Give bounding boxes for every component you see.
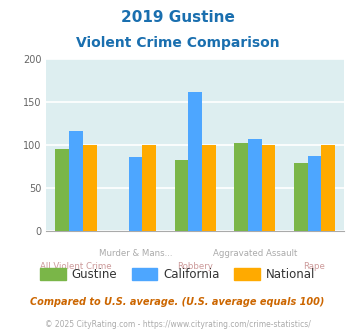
Bar [294, 163, 308, 231]
Bar [321, 145, 335, 231]
Text: Aggravated Assault: Aggravated Assault [213, 249, 297, 258]
Text: Violent Crime Comparison: Violent Crime Comparison [76, 36, 279, 50]
Bar [83, 145, 97, 231]
Bar [175, 160, 189, 231]
Text: Compared to U.S. average. (U.S. average equals 100): Compared to U.S. average. (U.S. average … [30, 297, 325, 307]
Text: 2019 Gustine: 2019 Gustine [121, 10, 234, 25]
Bar [248, 139, 262, 231]
Bar [234, 143, 248, 231]
Text: Rape: Rape [304, 262, 326, 271]
Text: Murder & Mans...: Murder & Mans... [99, 249, 173, 258]
Bar [55, 149, 69, 231]
Bar [308, 156, 321, 231]
Text: Robbery: Robbery [177, 262, 213, 271]
Bar [129, 157, 142, 231]
Text: © 2025 CityRating.com - https://www.cityrating.com/crime-statistics/: © 2025 CityRating.com - https://www.city… [45, 320, 310, 329]
Bar [142, 145, 156, 231]
Text: All Violent Crime: All Violent Crime [40, 262, 112, 271]
Bar [189, 92, 202, 231]
Bar [262, 145, 275, 231]
Legend: Gustine, California, National: Gustine, California, National [35, 263, 320, 286]
Bar [69, 131, 83, 231]
Bar [202, 145, 216, 231]
